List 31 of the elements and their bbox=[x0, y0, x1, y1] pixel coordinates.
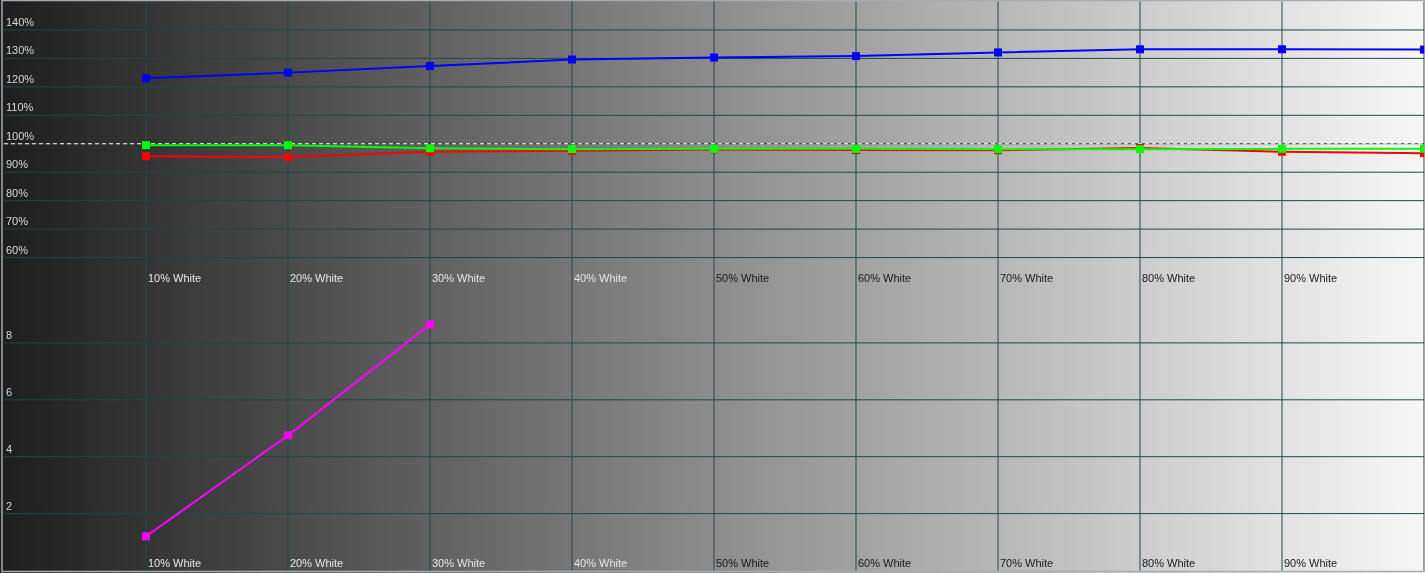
y-tick-label: 130% bbox=[6, 44, 35, 57]
y-tick-label: 60% bbox=[6, 243, 29, 256]
x-tick-label: 10% White bbox=[148, 556, 202, 569]
x-tick-label: 20% White bbox=[290, 556, 344, 569]
x-tick-label: 10% White bbox=[148, 272, 202, 284]
y-tick-label: 140% bbox=[6, 15, 35, 28]
x-tick-label: 40% White bbox=[574, 556, 628, 569]
x-tick-label: 80% White bbox=[1142, 556, 1196, 569]
x-tick-label: 60% White bbox=[858, 272, 912, 284]
x-tick-label: 50% White bbox=[716, 272, 770, 284]
x-tick-label: 70% White bbox=[1000, 556, 1054, 569]
x-tick-label: 40% White bbox=[574, 272, 628, 284]
x-tick-label: 90% White bbox=[1284, 272, 1338, 284]
y-tick-label: 120% bbox=[6, 72, 35, 85]
y-tick-label: 80% bbox=[6, 186, 29, 199]
y-tick-label: 100% bbox=[6, 129, 35, 142]
y-tick-label: 8 bbox=[6, 328, 13, 341]
x-tick-label: 90% White bbox=[1284, 556, 1338, 569]
x-tick-label: 70% White bbox=[1000, 272, 1054, 284]
x-tick-label: 50% White bbox=[716, 556, 770, 569]
x-tick-label: 30% White bbox=[432, 556, 486, 569]
y-tick-label: 4 bbox=[6, 442, 13, 455]
x-tick-label: 60% White bbox=[858, 556, 912, 569]
x-tick-label: 80% White bbox=[1142, 272, 1196, 284]
y-tick-label: 70% bbox=[6, 215, 29, 228]
y-tick-label: 90% bbox=[6, 158, 29, 171]
y-tick-label: 110% bbox=[6, 101, 34, 114]
y-tick-label: 6 bbox=[6, 385, 13, 398]
y-tick-label: 2 bbox=[6, 499, 13, 512]
x-tick-label: 30% White bbox=[432, 272, 486, 284]
x-tick-label: 20% White bbox=[290, 272, 344, 284]
